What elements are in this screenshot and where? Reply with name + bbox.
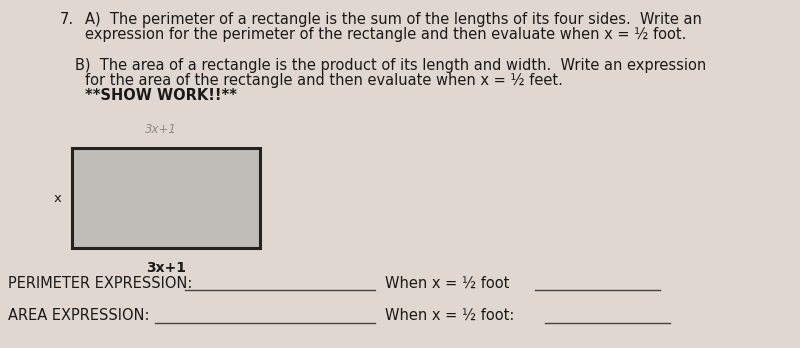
Text: x: x	[54, 191, 62, 205]
Text: PERIMETER EXPRESSION:: PERIMETER EXPRESSION:	[8, 276, 192, 291]
Text: 3x+1: 3x+1	[145, 123, 177, 136]
Text: 7.: 7.	[60, 12, 74, 27]
Text: When x = ½ foot:: When x = ½ foot:	[385, 308, 514, 323]
Text: AREA EXPRESSION:: AREA EXPRESSION:	[8, 308, 150, 323]
Text: When x = ½ foot: When x = ½ foot	[385, 276, 510, 291]
Text: for the area of the rectangle and then evaluate when x = ½ feet.: for the area of the rectangle and then e…	[85, 73, 563, 88]
Bar	[72, 148, 260, 248]
Text: expression for the perimeter of the rectangle and then evaluate when x = ½ foot.: expression for the perimeter of the rect…	[85, 27, 686, 42]
Text: A)  The perimeter of a rectangle is the sum of the lengths of its four sides.  W: A) The perimeter of a rectangle is the s…	[85, 12, 702, 27]
Text: **SHOW WORK!!**: **SHOW WORK!!**	[85, 88, 237, 103]
Text: 3x+1: 3x+1	[146, 261, 186, 275]
Text: B)  The area of a rectangle is the product of its length and width.  Write an ex: B) The area of a rectangle is the produc…	[75, 58, 706, 73]
